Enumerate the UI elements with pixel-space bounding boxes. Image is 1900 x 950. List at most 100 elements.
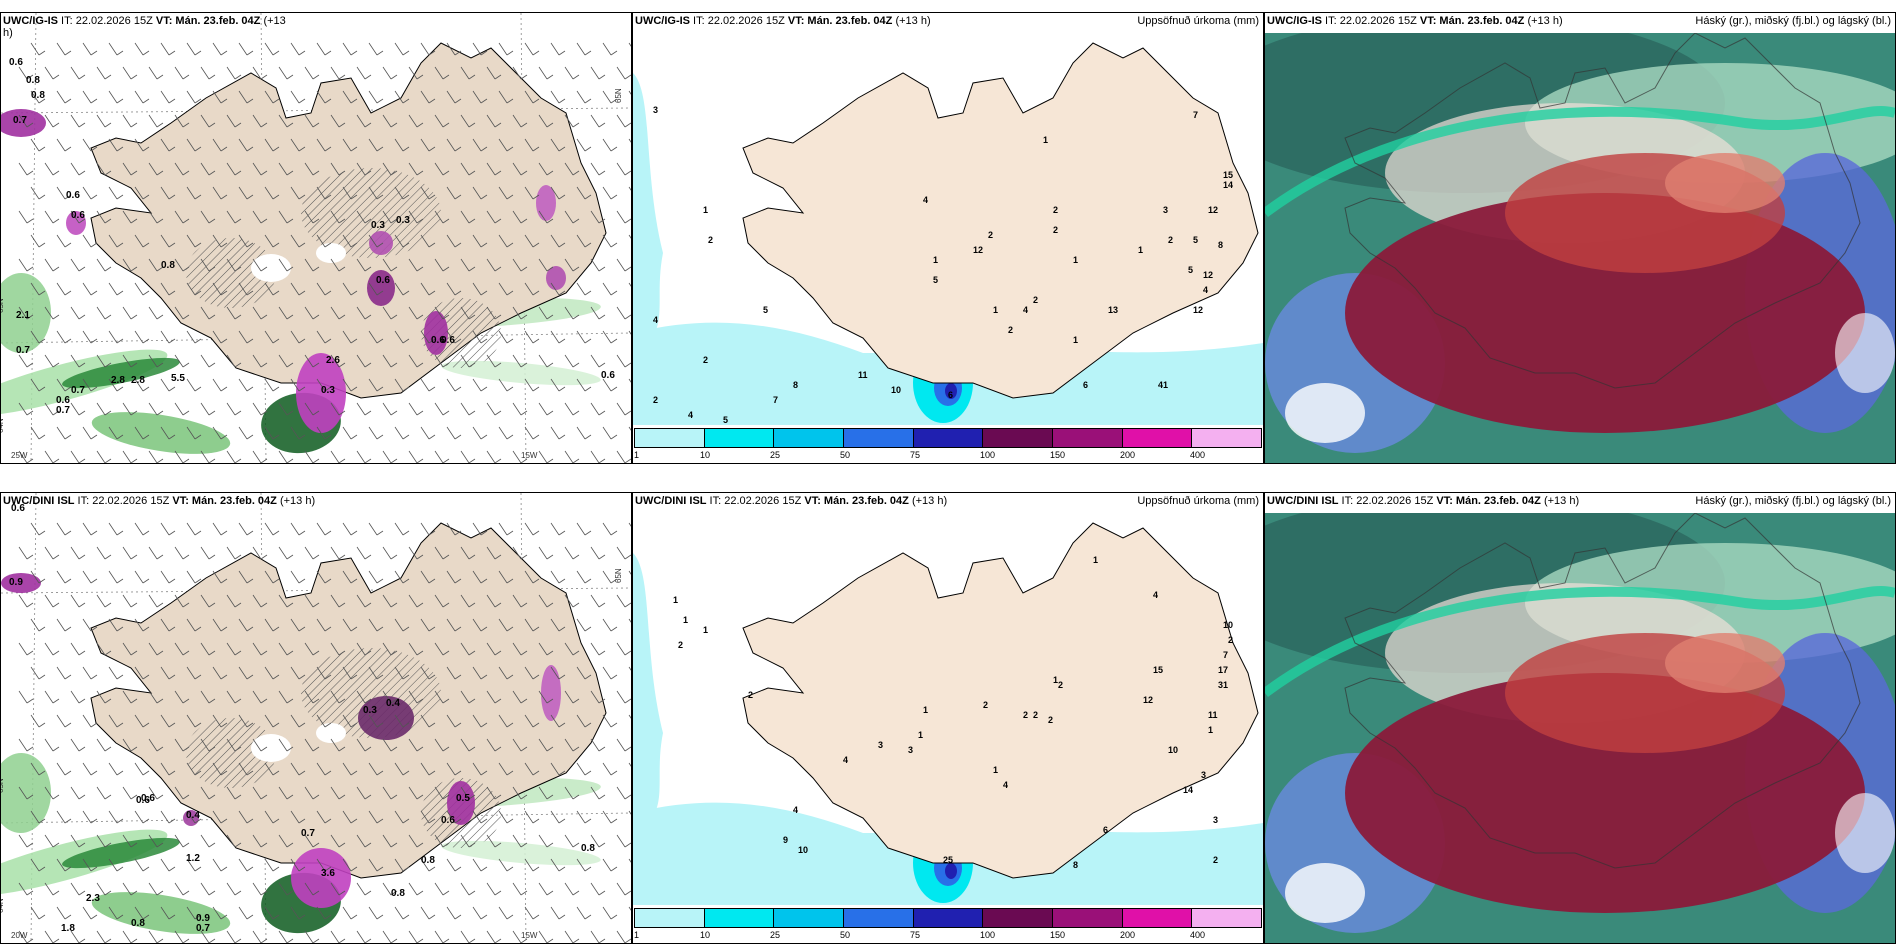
precip-value: 4	[1203, 285, 1208, 295]
precip-value: 31	[1218, 680, 1228, 690]
precip-value: 12	[1193, 305, 1203, 315]
precip-value: 15	[1153, 665, 1163, 675]
precip-value: 17	[1218, 665, 1228, 675]
cloud-shading	[1265, 513, 1895, 933]
precip-value: 3.6	[321, 868, 335, 879]
panel-title: UWC/DINI ISL IT: 22.02.2026 15Z VT: Mán.…	[3, 495, 315, 507]
precip-value: 8	[793, 380, 798, 390]
precip-value: 0.3	[371, 220, 385, 231]
precip-value: 3	[878, 740, 883, 750]
precip-value: 11	[1208, 710, 1218, 720]
precip-value: 2	[678, 640, 683, 650]
legend-tick-label: 1	[634, 930, 640, 940]
precip-value: 8	[1218, 240, 1223, 250]
init-time: IT: 22.02.2026 15Z	[706, 495, 805, 507]
precip-value: 7	[1223, 650, 1228, 660]
legend-tick-label: 100	[980, 930, 996, 940]
precip-value: 10	[1223, 620, 1233, 630]
panel-bottom-right-clouds: UWC/DINI ISL IT: 22.02.2026 15Z VT: Mán.…	[1264, 492, 1896, 944]
legend-tick-label: 10	[700, 930, 711, 940]
init-time: IT: 22.02.2026 15Z	[1322, 15, 1420, 27]
precip-value: 0.8	[131, 918, 145, 929]
wind-barbs	[18, 42, 631, 463]
precip-value: 2	[703, 355, 708, 365]
precip-value: 0.8	[391, 888, 405, 899]
precip-value: 4	[843, 755, 848, 765]
graticule-label: 64N	[1, 418, 5, 433]
model-name: UWC/DINI ISL	[3, 495, 75, 507]
precip-value: 4	[653, 315, 658, 325]
precip-value: 0.6	[56, 395, 70, 406]
field-title: Uppsöfnuð úrkoma (mm)	[1137, 495, 1259, 507]
valid-time: VT: Mán. 23.feb. 04Z	[155, 15, 261, 27]
legend-swatch	[704, 429, 775, 447]
model-name: UWC/DINI ISL	[635, 495, 707, 507]
precip-value: 12	[973, 245, 983, 255]
precip-value: 1	[1073, 255, 1078, 265]
legend-swatch	[1122, 429, 1193, 447]
precip-value: 0.6	[11, 503, 25, 514]
precip-value: 2.8	[111, 375, 125, 386]
precip-value: 5	[1188, 265, 1193, 275]
precip-value: 1	[1093, 555, 1098, 565]
precip-value: 12	[1208, 205, 1218, 215]
precip-value: 3	[1213, 815, 1218, 825]
wind-barbs	[18, 522, 631, 943]
precip-value: 1	[993, 765, 998, 775]
precip-value: 0.6	[136, 795, 150, 806]
lead-time: (+13 h)	[892, 15, 931, 27]
legend-swatch	[1192, 429, 1262, 447]
graticule-label: 20W	[11, 931, 28, 940]
precip-legend: 1 10 25 50 75 100 150 200 400	[634, 428, 1262, 462]
precip-value: 0.7	[56, 405, 70, 416]
graticule-label: 65N	[614, 568, 623, 583]
heavy-precip-shading	[1, 573, 561, 908]
precip-value: 4	[1153, 590, 1158, 600]
precip-value: 1.8	[61, 923, 75, 934]
precip-value: 2	[1048, 715, 1053, 725]
precip-value: 0.6	[66, 190, 80, 201]
precip-value: 1	[1073, 335, 1078, 345]
precip-value: 1	[1043, 135, 1048, 145]
legend-swatch	[983, 429, 1054, 447]
legend-tick-label: 50	[840, 930, 851, 940]
precip-value: 0.3	[396, 215, 410, 226]
precip-value: 3	[1163, 205, 1168, 215]
legend-tick-label: 400	[1190, 930, 1206, 940]
precip-value: 2	[1053, 205, 1058, 215]
legend-tick-label: 200	[1120, 930, 1136, 940]
iceland-landmass	[742, 522, 1259, 879]
precip-value: 0.4	[386, 698, 400, 709]
precip-value: 1	[683, 615, 688, 625]
model-name: UWC/IG-IS	[635, 15, 690, 27]
legend-swatch	[774, 909, 845, 927]
precip-value: 1	[703, 625, 708, 635]
precip-value: 13	[1108, 305, 1118, 315]
lead-time: (+13 h)	[276, 495, 316, 507]
lead-time: (+13 h)	[908, 495, 948, 507]
legend-swatch	[1053, 909, 1123, 927]
legend-tick-label: 150	[1050, 450, 1066, 460]
precip-value: 2	[1023, 710, 1028, 720]
init-time: IT: 22.02.2026 15Z	[58, 15, 156, 27]
precip-value: 9	[783, 835, 788, 845]
precip-value: 25	[943, 855, 953, 865]
lead-time: (+13	[260, 15, 286, 27]
legend-swatch	[913, 429, 984, 447]
precip-value: 5.5	[171, 373, 185, 384]
precip-value: 2	[1213, 855, 1218, 865]
field-title: Uppsöfnuð úrkoma (mm)	[1137, 15, 1259, 27]
init-time: IT: 22.02.2026 15Z	[1338, 495, 1437, 507]
legend-swatch	[1053, 429, 1123, 447]
precip-value: 0.3	[363, 705, 377, 716]
precip-value: 0.6	[376, 275, 390, 286]
precip-value: 0.7	[71, 385, 85, 396]
iceland-landmass	[742, 42, 1259, 399]
precip-value: 0.8	[581, 843, 595, 854]
precip-value: 0.7	[16, 345, 30, 356]
cloud-shading	[1265, 33, 1895, 453]
precip-value: 1	[673, 595, 678, 605]
legend-tick-label: 10	[700, 450, 711, 460]
valid-time: VT: Mán. 23.feb. 04Z	[787, 15, 893, 27]
precip-value: 1	[993, 305, 998, 315]
